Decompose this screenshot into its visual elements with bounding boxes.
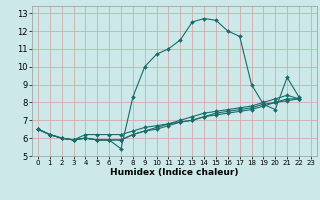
X-axis label: Humidex (Indice chaleur): Humidex (Indice chaleur) (110, 168, 239, 177)
